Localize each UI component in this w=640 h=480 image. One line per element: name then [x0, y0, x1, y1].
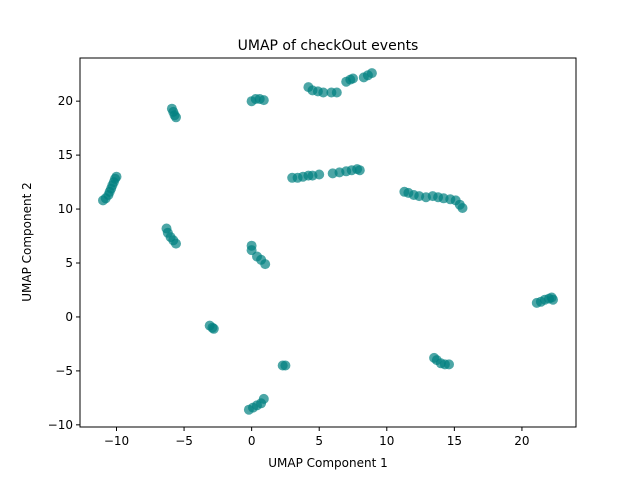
- data-point: [457, 203, 468, 213]
- y-axis-ticks: −10 −5 0 5 10 15 20: [48, 94, 80, 432]
- y-tick-label: −5: [55, 364, 73, 378]
- x-axis-label: UMAP Component 1: [268, 456, 388, 470]
- x-tick-label: 20: [514, 434, 529, 448]
- data-point: [111, 171, 122, 182]
- y-axis-label: UMAP Component 2: [20, 182, 34, 302]
- y-tick-label: 0: [65, 310, 73, 324]
- chart-title: UMAP of checkOut events: [238, 38, 419, 54]
- y-tick-label: 5: [65, 256, 73, 270]
- y-tick-label: −10: [48, 418, 73, 432]
- data-point: [318, 87, 329, 98]
- data-point: [331, 87, 342, 98]
- data-point: [548, 294, 558, 305]
- data-point: [171, 112, 181, 123]
- plot-frame: [79, 57, 577, 428]
- y-tick-label: 20: [58, 94, 73, 108]
- data-point: [260, 259, 271, 270]
- data-point: [171, 238, 181, 249]
- y-tick-label: 10: [58, 202, 73, 216]
- x-tick-label: 10: [379, 434, 394, 448]
- x-axis-ticks: −10 −5 0 5 10 15 20: [104, 427, 530, 448]
- x-tick-label: 5: [315, 434, 323, 448]
- x-tick-label: −5: [175, 434, 193, 448]
- data-point: [280, 360, 291, 371]
- data-point: [208, 323, 219, 334]
- x-tick-label: 0: [248, 434, 256, 448]
- data-point: [258, 95, 269, 106]
- x-tick-label: 15: [447, 434, 462, 448]
- data-point: [258, 393, 269, 404]
- data-point: [354, 165, 365, 176]
- x-tick-label: −10: [104, 434, 129, 448]
- data-point: [366, 68, 377, 79]
- data-point: [348, 73, 358, 84]
- data-point: [314, 169, 325, 180]
- data-point: [444, 359, 454, 370]
- points-layer: [98, 68, 558, 415]
- y-tick-label: 15: [58, 148, 73, 162]
